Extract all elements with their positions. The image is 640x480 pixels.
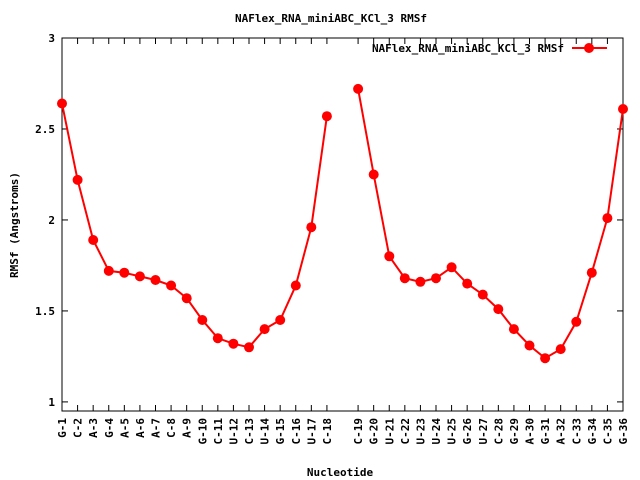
x-tick-label: A-7	[150, 418, 163, 438]
x-tick-label: G-1	[56, 418, 69, 438]
data-point	[477, 289, 488, 300]
chart-title: NAFlex_RNA_miniABC_KCl_3 RMSf	[235, 12, 427, 25]
data-point	[181, 293, 192, 304]
x-tick-label: A-3	[87, 418, 100, 438]
data-point	[353, 83, 364, 94]
x-tick-label: C-13	[243, 418, 256, 445]
data-point	[446, 262, 457, 273]
x-tick-label: C-8	[165, 418, 178, 438]
x-tick-label: C-11	[212, 418, 225, 445]
y-tick-label: 2	[48, 214, 55, 227]
x-tick-label: C-22	[399, 418, 412, 445]
data-point	[602, 213, 613, 224]
x-tick-label: G-10	[196, 418, 209, 445]
y-tick-label: 2.5	[35, 123, 55, 136]
x-tick-label: G-20	[368, 418, 381, 445]
plot-frame	[61, 37, 624, 412]
x-tick-label: G-34	[586, 418, 599, 445]
x-tick-label: C-16	[290, 418, 303, 445]
data-point	[618, 104, 628, 114]
x-tick-label: G-15	[274, 418, 287, 445]
data-point	[275, 315, 286, 325]
x-tick-label: C-18	[321, 418, 334, 445]
x-tick-label: U-21	[383, 418, 396, 445]
x-tick-label: A-9	[181, 418, 194, 438]
x-tick-label: U-27	[477, 418, 490, 445]
data-point	[586, 267, 597, 278]
data-point	[415, 276, 426, 287]
series-line-segment	[357, 88, 624, 360]
x-axis: G-1 C-2 A-3 G-4 A-5 A-6 A-7 C-8 A-9 G-10 C-11 U-12 C…	[56, 38, 630, 445]
data-point	[321, 111, 332, 122]
x-tick-label: A-5	[118, 418, 131, 438]
y-axis-label: RMSf (Angstroms)	[8, 172, 21, 278]
x-axis-label: Nucleotide	[307, 466, 374, 479]
x-tick-label: A-6	[134, 418, 147, 438]
data-point	[384, 251, 395, 262]
data-point	[72, 174, 83, 185]
series-layer	[57, 83, 628, 364]
data-point	[166, 280, 177, 291]
x-tick-label: C-19	[352, 418, 365, 445]
legend: NAFlex_RNA_miniABC_KCl_3 RMSf	[372, 42, 607, 55]
series-line-segment	[61, 103, 328, 349]
x-tick-label: C-28	[492, 418, 505, 445]
y-tick-label: 3	[48, 32, 55, 45]
data-point	[290, 280, 301, 291]
data-point	[57, 98, 67, 109]
data-point	[555, 344, 566, 355]
data-point	[399, 273, 410, 284]
x-tick-label: U-17	[305, 418, 318, 445]
x-tick-label: C-2	[72, 418, 85, 438]
data-point	[306, 222, 317, 233]
x-tick-label: U-12	[227, 418, 240, 445]
legend-marker-swatch	[584, 43, 594, 53]
x-tick-label: G-31	[539, 418, 552, 445]
x-tick-label: G-26	[461, 418, 474, 445]
x-tick-label: C-33	[570, 418, 583, 445]
y-tick-label: 1.5	[35, 305, 55, 318]
x-tick-label: U-24	[430, 418, 443, 445]
data-point	[524, 340, 535, 351]
data-point	[368, 169, 379, 180]
data-point	[462, 278, 473, 289]
x-tick-label: A-30	[524, 418, 537, 445]
data-point	[197, 315, 208, 325]
x-tick-label: G-29	[508, 418, 521, 445]
data-point	[431, 273, 441, 284]
x-tick-label: U-14	[259, 418, 272, 445]
x-tick-label: G-36	[617, 418, 630, 445]
x-tick-label: A-32	[555, 418, 568, 445]
data-point	[119, 267, 130, 278]
data-point	[571, 316, 582, 327]
x-tick-label: U-25	[446, 418, 459, 445]
data-point	[244, 342, 254, 353]
data-point	[150, 275, 161, 285]
legend-label: NAFlex_RNA_miniABC_KCl_3 RMSf	[372, 42, 564, 55]
x-tick-label: C-35	[601, 418, 614, 445]
data-point	[540, 353, 551, 364]
y-tick-label: 1	[48, 396, 55, 409]
data-point	[508, 324, 519, 335]
data-point	[493, 304, 504, 315]
x-tick-label: U-23	[414, 418, 427, 445]
y-axis: 1 1.5 2 2.5 3	[35, 32, 623, 409]
data-point	[134, 271, 145, 282]
data-point	[212, 333, 223, 344]
data-point	[103, 265, 114, 276]
data-point	[88, 235, 99, 245]
x-tick-label: G-4	[103, 418, 116, 438]
data-point	[259, 324, 270, 335]
data-point	[228, 338, 239, 349]
